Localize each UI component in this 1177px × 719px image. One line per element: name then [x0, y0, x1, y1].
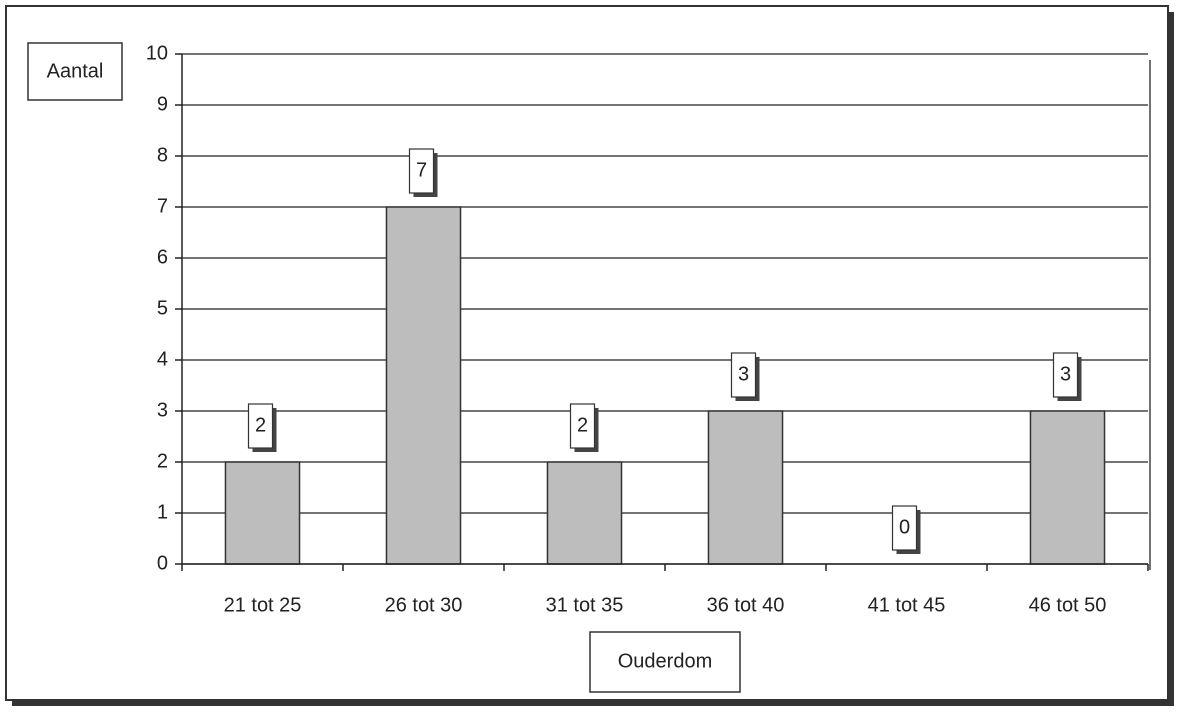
value-label-box: [1052, 352, 1079, 398]
x-label-box: [589, 631, 741, 693]
value-label: 7: [416, 159, 427, 181]
y-tick-label: 7: [157, 195, 168, 217]
y-axis-label: Aantal: [47, 60, 104, 82]
bar: [546, 461, 623, 565]
y-tick-label: 9: [157, 93, 168, 115]
y-tick-label: 10: [146, 42, 168, 64]
bar: [224, 461, 301, 565]
frame: [5, 5, 1169, 701]
value-label-box: [408, 148, 435, 194]
value-label-box: [569, 403, 596, 449]
value-label: 3: [738, 363, 749, 385]
y-tick-label: 8: [157, 144, 168, 166]
x-tick-label: 26 tot 30: [385, 594, 463, 616]
y-tick-label: 4: [157, 348, 168, 370]
value-label-box: [730, 352, 757, 398]
x-tick-label: 41 tot 45: [868, 594, 946, 616]
value-label: 3: [1060, 363, 1071, 385]
y-tick-label: 5: [157, 297, 168, 319]
value-label-box: [247, 403, 274, 449]
value-label: 0: [899, 516, 910, 538]
bar: [385, 206, 462, 565]
y-tick-label: 3: [157, 399, 168, 421]
x-tick-label: 21 tot 25: [224, 594, 302, 616]
x-tick-label: 31 tot 35: [546, 594, 624, 616]
y-tick-label: 2: [157, 450, 168, 472]
x-tick-label: 46 tot 50: [1029, 594, 1107, 616]
bar: [707, 410, 784, 565]
value-label: 2: [255, 414, 266, 436]
x-tick-label: 36 tot 40: [707, 594, 785, 616]
value-label-box: [891, 505, 918, 551]
value-label: 2: [577, 414, 588, 436]
y-tick-label: 6: [157, 246, 168, 268]
x-axis-label: Ouderdom: [618, 650, 713, 672]
y-tick-label: 1: [157, 501, 168, 523]
y-label-box: [27, 42, 123, 101]
bar: [1029, 410, 1106, 565]
y-tick-label: 0: [157, 552, 168, 574]
